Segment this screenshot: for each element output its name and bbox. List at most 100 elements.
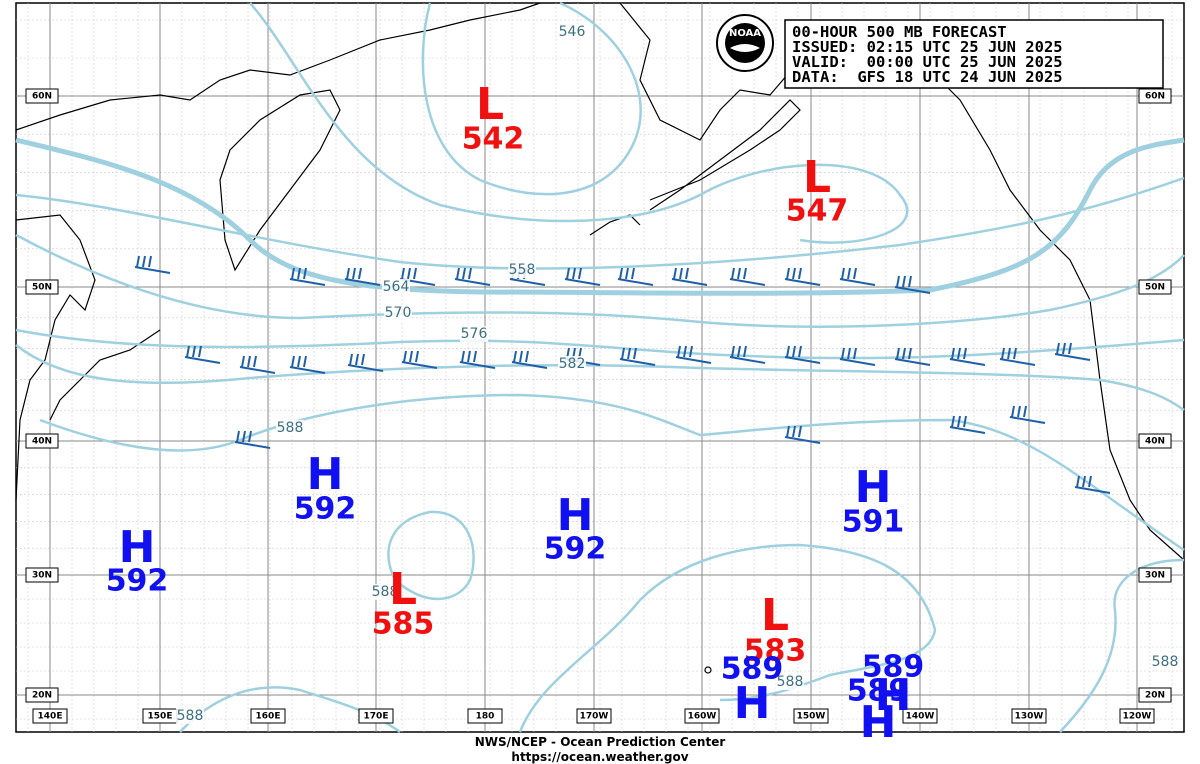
lat-label: 50N [32,283,52,293]
barb-feather [679,267,683,280]
contour [1059,558,1185,733]
lat-label-box [1138,279,1172,295]
info-box: 00-HOUR 500 MB FORECAST ISSUED: 02:15 UT… [716,14,1164,89]
barb-feather [578,267,582,280]
barb-feather [198,345,202,358]
lat-label-box [1138,567,1172,583]
center-letter: H [557,490,594,541]
center-letter: H [119,522,156,573]
barb-feather [297,355,301,368]
barb-shaft [1054,353,1091,361]
lon-label-box [1011,708,1047,724]
contour-label: 576 [461,326,488,342]
barb-shaft [949,358,986,366]
lat-label-box [25,687,59,703]
lat-label: 60N [1145,92,1165,102]
barb-feather [786,267,790,280]
contour [15,137,1185,296]
barb-feather [1017,405,1021,418]
barb-feather [743,345,747,358]
center-value: 592 [544,532,607,567]
lat-label-box [25,567,59,583]
barb-shaft [564,278,601,286]
lon-label-box [1119,708,1155,724]
barb-feather [631,267,635,280]
barb-shaft [234,441,271,449]
barb-feather [731,267,735,280]
barb-feather [349,353,353,366]
center-letter: H [855,462,892,513]
barb-feather [677,345,681,358]
header-line: VALID: 00:00 UTC 25 JUN 2025 [792,53,1063,71]
barb-feather [236,430,240,443]
barb-shaft [184,356,221,364]
barb-shaft [344,278,381,286]
labels: 60N 60N 50N 50N 40N 40N 30N 30N 20N 20N 140E 150E 16… [25,24,1179,748]
barb-feather [1062,342,1066,355]
contour [249,2,909,244]
barb-feather [253,355,257,368]
lat-label: 20N [1145,691,1165,701]
barb-feather [1076,475,1080,488]
barb-feather [683,345,687,358]
barb-feather [303,267,307,280]
barb-feather [902,275,906,288]
barb-feather [798,267,802,280]
barb-feather [403,350,407,363]
lon-label: 150E [148,712,173,722]
barb-feather [467,350,471,363]
contour-label-bg [508,262,536,278]
center-letter: H [860,697,897,748]
contour-label: 588 [1152,654,1179,670]
wind-barbs [134,255,1111,494]
barb-feather [248,430,252,443]
coastline [15,214,96,501]
island [704,666,712,674]
lat-label-box [1138,687,1172,703]
coastline [49,329,161,421]
barb-feather [192,345,196,358]
barb-feather [247,355,251,368]
barb-feather [896,275,900,288]
lon-label: 120W [1123,712,1152,722]
barb-feather [963,347,967,360]
barb-feather [951,415,955,428]
barb-shaft [894,286,931,294]
barb-feather [908,275,912,288]
contour [15,176,1185,270]
barb-feather [902,347,906,360]
barb-feather [963,415,967,428]
lat-label-box [25,279,59,295]
barb-feather [572,267,576,280]
barb-feather [291,355,295,368]
barb-feather [456,267,460,280]
contour-label: 588 [177,708,204,724]
barb-feather [847,267,851,280]
barb-shaft [949,426,986,434]
barb-feather [792,267,796,280]
lat-label: 40N [1145,437,1165,447]
contour-label-bg [460,326,488,342]
barb-feather [148,255,152,268]
barb-feather [519,350,523,363]
barb-feather [957,347,961,360]
contour [518,543,937,733]
noaa-logo-inner [725,23,765,63]
lat-label-box [25,433,59,449]
center-value: 591 [842,505,905,540]
barb-feather [352,267,356,280]
lon-label: 170E [364,712,389,722]
lon-label-box [358,708,394,724]
barb-feather [566,267,570,280]
barb-feather [462,267,466,280]
center-letter: H [307,449,344,500]
lat-label-box [1138,88,1172,104]
barb-feather [242,430,246,443]
barb-feather [358,267,362,280]
barb-shaft [289,278,326,286]
barb-feather [841,347,845,360]
barb-feather [633,347,637,360]
barb-feather [409,350,413,363]
barb-shaft [839,358,876,366]
